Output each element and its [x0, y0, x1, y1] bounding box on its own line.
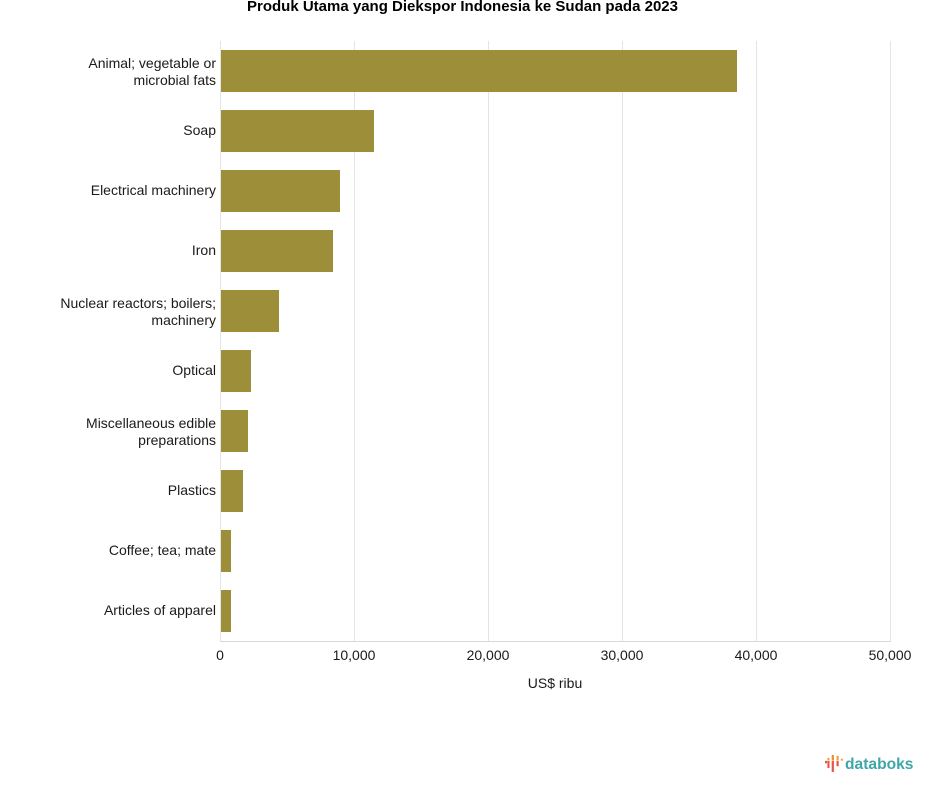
svg-text:databoks: databoks — [845, 756, 914, 773]
